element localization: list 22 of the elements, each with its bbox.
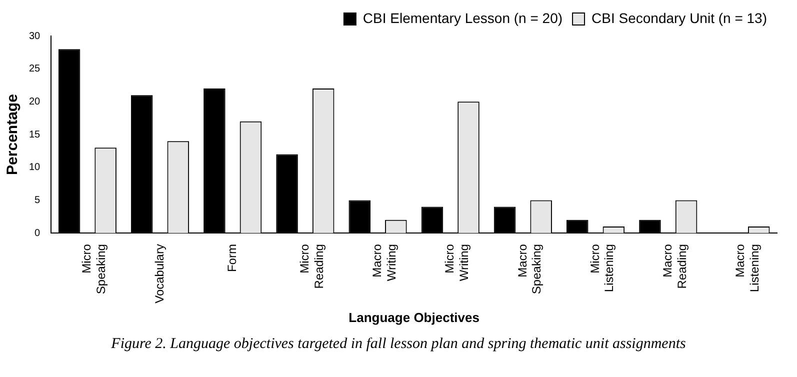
y-tick-label: 25 [29, 64, 41, 75]
x-tick-label: Micro Writing [442, 244, 472, 282]
x-tick-label: Macro Writing [370, 244, 398, 282]
x-tick-label: Macro Listening [733, 244, 762, 292]
x-tick-label: Micro Speaking [80, 244, 108, 294]
legend-label: CBI Secondary Unit (n = 13) [592, 10, 768, 26]
x-tick-label: Micro Listening [588, 244, 616, 292]
y-tick-label: 15 [29, 129, 41, 140]
y-tick-label: 10 [29, 162, 41, 174]
y-tick-label: 30 [29, 30, 41, 42]
caption: Figure 2. Language objectives targeted in fall lesson plan and spring thematic unit assignments [110, 336, 687, 353]
y-tick-label: 5 [34, 194, 41, 206]
x-axis-title: Language Objectives [348, 310, 480, 325]
y-tick-label: 0 [34, 228, 41, 239]
x-tick-label: Vocabulary [152, 244, 166, 304]
x-tick-label: Macro Reading [660, 244, 689, 289]
y-axis-title: Percentage [4, 94, 22, 175]
x-tick-label: Macro Speaking [515, 244, 544, 294]
x-tick-label: Form [224, 244, 239, 272]
y-tick-label: 20 [29, 96, 41, 108]
x-tick-label: Micro Reading [297, 244, 326, 289]
legend-label: CBI Elementary Lesson (n = 20) [362, 10, 563, 26]
